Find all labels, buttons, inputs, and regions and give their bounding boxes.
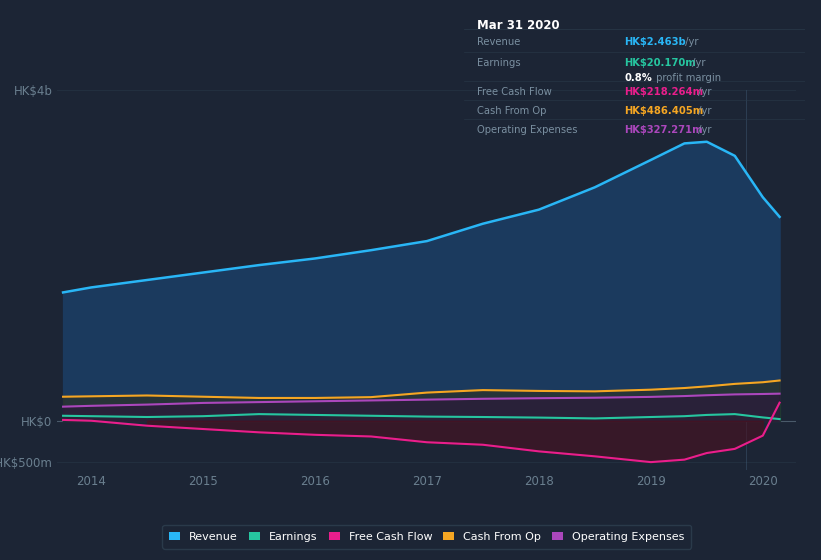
Text: /yr: /yr	[695, 87, 712, 97]
Text: /yr: /yr	[689, 58, 705, 68]
Text: Operating Expenses: Operating Expenses	[478, 125, 578, 136]
Text: /yr: /yr	[695, 106, 712, 116]
Text: HK$327.271m: HK$327.271m	[624, 125, 703, 136]
Text: Cash From Op: Cash From Op	[478, 106, 547, 116]
Text: /yr: /yr	[695, 125, 712, 136]
Text: Free Cash Flow: Free Cash Flow	[478, 87, 553, 97]
Text: Revenue: Revenue	[478, 38, 521, 48]
Text: HK$486.405m: HK$486.405m	[624, 106, 704, 116]
Text: profit margin: profit margin	[653, 73, 721, 83]
Text: Earnings: Earnings	[478, 58, 521, 68]
Text: /yr: /yr	[682, 38, 699, 48]
Text: Mar 31 2020: Mar 31 2020	[478, 19, 560, 32]
Legend: Revenue, Earnings, Free Cash Flow, Cash From Op, Operating Expenses: Revenue, Earnings, Free Cash Flow, Cash …	[163, 525, 691, 549]
Text: HK$20.170m: HK$20.170m	[624, 58, 695, 68]
Text: HK$218.264m: HK$218.264m	[624, 87, 703, 97]
Text: HK$2.463b: HK$2.463b	[624, 38, 686, 48]
Text: 0.8%: 0.8%	[624, 73, 652, 83]
